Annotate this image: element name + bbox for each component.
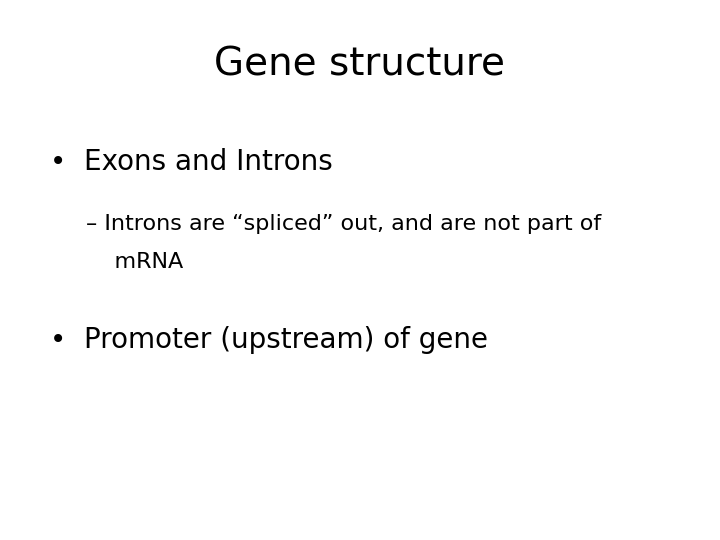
Text: •  Exons and Introns: • Exons and Introns	[50, 148, 333, 176]
Text: Gene structure: Gene structure	[215, 46, 505, 84]
Text: – Introns are “spliced” out, and are not part of: – Introns are “spliced” out, and are not…	[86, 214, 602, 234]
Text: •  Promoter (upstream) of gene: • Promoter (upstream) of gene	[50, 326, 488, 354]
Text: mRNA: mRNA	[86, 252, 184, 272]
